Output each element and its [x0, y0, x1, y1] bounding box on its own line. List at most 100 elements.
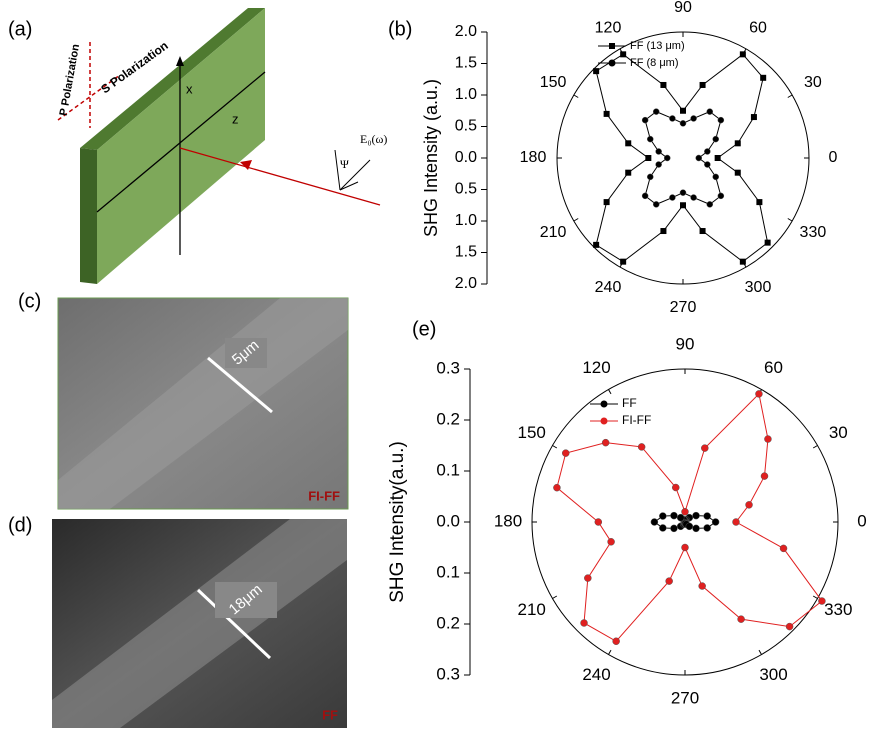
marker — [732, 518, 740, 526]
y-tick-label: 0.0 — [455, 149, 477, 166]
theta-tick-label: 270 — [671, 688, 699, 707]
marker — [612, 637, 620, 646]
panel-label: (e) — [412, 318, 436, 340]
legend-label: FF (8 μm) — [630, 57, 679, 69]
vec — [334, 149, 341, 191]
diagram: P Polarization S Polarization x z E₀(ω) … — [57, 8, 387, 284]
vec — [339, 181, 359, 191]
marker — [703, 524, 711, 532]
marker — [760, 472, 769, 480]
marker — [553, 483, 561, 492]
theta-tick — [787, 218, 793, 222]
marker — [760, 74, 767, 81]
theta-tick-label: 180 — [520, 149, 547, 166]
theta-tick-label: 180 — [494, 511, 522, 530]
theta-tick-label: 150 — [518, 423, 546, 442]
x-label: x — [186, 81, 193, 96]
marker — [659, 512, 667, 520]
beam-arrow — [240, 160, 252, 170]
beam — [179, 147, 381, 206]
marker — [711, 518, 720, 526]
marker — [665, 577, 673, 585]
marker — [620, 51, 627, 58]
marker — [745, 501, 753, 509]
marker — [679, 189, 687, 196]
y-tick-label: 0.0 — [436, 511, 460, 530]
marker — [593, 68, 600, 75]
marker — [620, 258, 627, 265]
marker — [641, 192, 649, 200]
sample-label: FI-FF — [308, 488, 340, 503]
marker — [593, 241, 600, 248]
marker — [706, 108, 714, 115]
y-tick-label: 0.1 — [436, 460, 460, 479]
marker — [659, 524, 667, 532]
y-tick-label: 0.5 — [455, 181, 477, 198]
theta-tick — [608, 389, 612, 395]
marker — [712, 173, 719, 181]
theta-tick — [787, 94, 793, 98]
slab-side — [80, 148, 97, 284]
marker — [670, 524, 678, 533]
marker — [690, 194, 697, 201]
legend-marker — [600, 417, 608, 425]
theta-tick-label: 0 — [829, 149, 838, 166]
marker — [779, 544, 788, 553]
theta-tick-label: 240 — [595, 279, 622, 296]
marker — [601, 438, 610, 447]
legend-marker — [609, 43, 615, 49]
series-line — [595, 53, 769, 263]
marker — [756, 199, 763, 206]
theta-tick-label: 330 — [800, 224, 827, 241]
z-axis — [96, 71, 266, 213]
slab-top — [80, 8, 265, 150]
theta-tick-label: 90 — [674, 0, 692, 16]
panel-label: (c) — [18, 290, 41, 312]
theta-tick — [552, 595, 558, 599]
scale-box — [225, 338, 267, 368]
y-tick-label: 2.0 — [455, 23, 477, 40]
marker — [712, 135, 719, 143]
sem-image: 18μm FF — [52, 519, 347, 728]
marker — [660, 81, 667, 88]
marker — [647, 135, 654, 143]
marker — [650, 518, 659, 526]
marker — [637, 443, 646, 451]
legend-label: FI-FF — [622, 413, 651, 427]
angle-label: Ψ — [340, 157, 349, 171]
marker — [655, 148, 662, 155]
y-tick-label: 1.0 — [455, 212, 477, 229]
scale-box — [215, 582, 277, 618]
marker — [699, 81, 706, 88]
panel-label: (b) — [388, 18, 412, 40]
panel-label: (d) — [8, 514, 32, 536]
marker — [739, 258, 746, 265]
theta-tick — [552, 445, 558, 449]
marker — [706, 201, 714, 208]
marker — [739, 51, 746, 58]
y-axis-label: SHG Intensity(a.u.) — [387, 441, 408, 603]
legend-marker — [608, 59, 616, 67]
y-tick-label: 1.0 — [455, 86, 477, 103]
marker — [737, 615, 745, 623]
marker — [714, 155, 721, 161]
theta-tick-label: 120 — [595, 19, 622, 36]
marker — [698, 582, 706, 590]
panel-label: (a) — [8, 18, 32, 40]
theta-tick-label: 270 — [670, 299, 697, 316]
marker — [641, 116, 649, 124]
marker — [692, 524, 700, 533]
marker — [580, 619, 588, 627]
marker — [652, 201, 660, 208]
marker — [695, 154, 702, 162]
legend-label: FF (13 μm) — [630, 40, 685, 52]
s-arrow — [57, 74, 121, 121]
theta-tick — [812, 595, 818, 599]
scale-bar — [196, 588, 272, 660]
marker — [699, 228, 706, 235]
marker — [679, 120, 687, 127]
marker — [764, 239, 771, 246]
marker — [660, 228, 667, 235]
y-axis-label: SHG Intensity (a.u.) — [421, 79, 441, 237]
